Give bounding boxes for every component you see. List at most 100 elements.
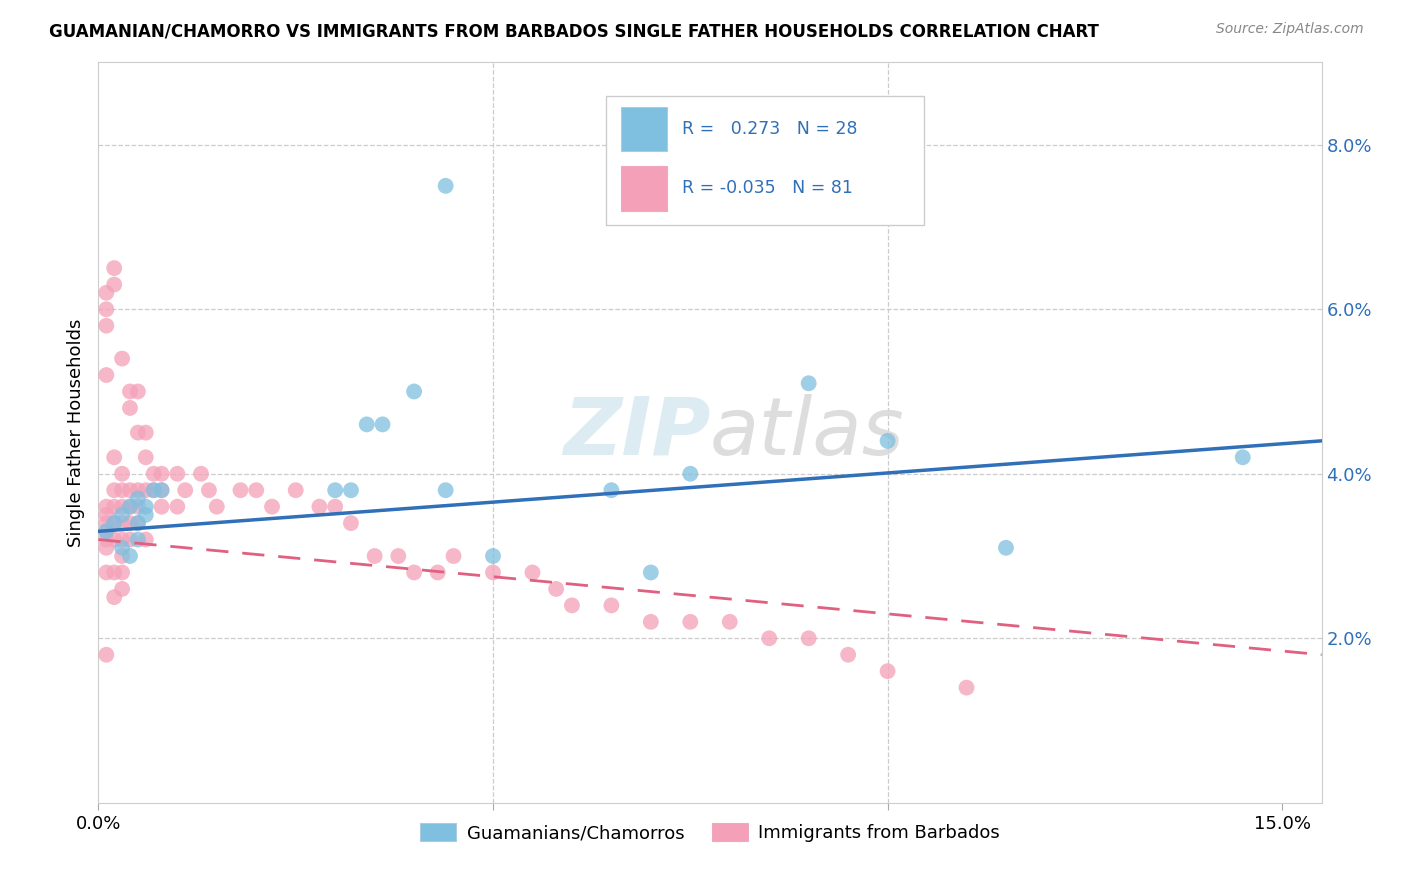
Point [111, 549, 134, 563]
Bar [620, 166, 668, 211]
Point [142, 483, 165, 498]
Point [150, 483, 173, 498]
Point [229, 483, 252, 498]
Point [434, 178, 457, 193]
Point [111, 516, 134, 530]
Point [118, 516, 141, 530]
Point [190, 467, 212, 481]
Point [387, 549, 409, 563]
Point [876, 664, 898, 678]
Point [111, 508, 134, 522]
Point [96, 285, 118, 300]
Point [308, 500, 330, 514]
Point [118, 549, 141, 563]
Point [600, 599, 623, 613]
Point [600, 483, 623, 498]
Point [640, 566, 662, 580]
Point [111, 483, 134, 498]
Point [718, 615, 741, 629]
Point [166, 467, 188, 481]
Point [135, 500, 157, 514]
Point [103, 566, 125, 580]
Point [118, 500, 141, 514]
Point [522, 566, 544, 580]
Point [96, 524, 118, 539]
Point [837, 648, 859, 662]
Point [404, 566, 426, 580]
Point [96, 302, 118, 317]
Point [482, 566, 505, 580]
Point [127, 533, 149, 547]
Point [561, 599, 583, 613]
Point [205, 500, 228, 514]
Point [111, 533, 134, 547]
Point [356, 417, 378, 432]
Point [284, 483, 307, 498]
Point [111, 541, 134, 555]
Text: Source: ZipAtlas.com: Source: ZipAtlas.com [1216, 22, 1364, 37]
Point [797, 632, 820, 646]
Point [111, 500, 134, 514]
Point [150, 483, 173, 498]
Point [103, 516, 125, 530]
Point [127, 425, 149, 440]
Point [127, 483, 149, 498]
Point [260, 500, 283, 514]
Point [135, 508, 157, 522]
Bar [620, 107, 668, 152]
Point [135, 425, 157, 440]
Text: ZIP: ZIP [562, 393, 710, 472]
Y-axis label: Single Father Households: Single Father Households [66, 318, 84, 547]
Point [434, 483, 457, 498]
Point [96, 516, 118, 530]
Point [340, 516, 363, 530]
Point [103, 450, 125, 465]
Point [135, 533, 157, 547]
Point [876, 434, 898, 448]
Legend: Guamanians/Chamorros, Immigrants from Barbados: Guamanians/Chamorros, Immigrants from Ba… [412, 815, 1008, 849]
Text: atlas: atlas [710, 393, 905, 472]
Point [150, 500, 173, 514]
Point [127, 516, 149, 530]
Point [174, 483, 197, 498]
Point [103, 277, 125, 292]
Point [111, 566, 134, 580]
Point [679, 467, 702, 481]
Point [679, 615, 702, 629]
Point [118, 384, 141, 399]
FancyBboxPatch shape [606, 95, 924, 226]
Point [758, 632, 780, 646]
Point [96, 566, 118, 580]
Point [443, 549, 465, 563]
Point [127, 384, 149, 399]
Text: R = -0.035   N = 81: R = -0.035 N = 81 [682, 179, 853, 197]
Point [103, 261, 125, 276]
Point [323, 483, 346, 498]
Point [245, 483, 267, 498]
Point [371, 417, 394, 432]
Point [96, 533, 118, 547]
Point [96, 648, 118, 662]
Point [127, 516, 149, 530]
Point [135, 483, 157, 498]
Point [142, 483, 165, 498]
Point [118, 483, 141, 498]
Point [797, 376, 820, 391]
Point [111, 582, 134, 596]
Text: R =   0.273   N = 28: R = 0.273 N = 28 [682, 120, 858, 138]
Point [118, 401, 141, 415]
Point [118, 500, 141, 514]
Point [118, 533, 141, 547]
Point [1232, 450, 1254, 465]
Point [111, 467, 134, 481]
Point [198, 483, 221, 498]
Point [96, 508, 118, 522]
Point [103, 500, 125, 514]
Point [103, 516, 125, 530]
Point [640, 615, 662, 629]
Point [323, 500, 346, 514]
Point [426, 566, 449, 580]
Point [482, 549, 505, 563]
Point [96, 368, 118, 382]
Point [96, 500, 118, 514]
